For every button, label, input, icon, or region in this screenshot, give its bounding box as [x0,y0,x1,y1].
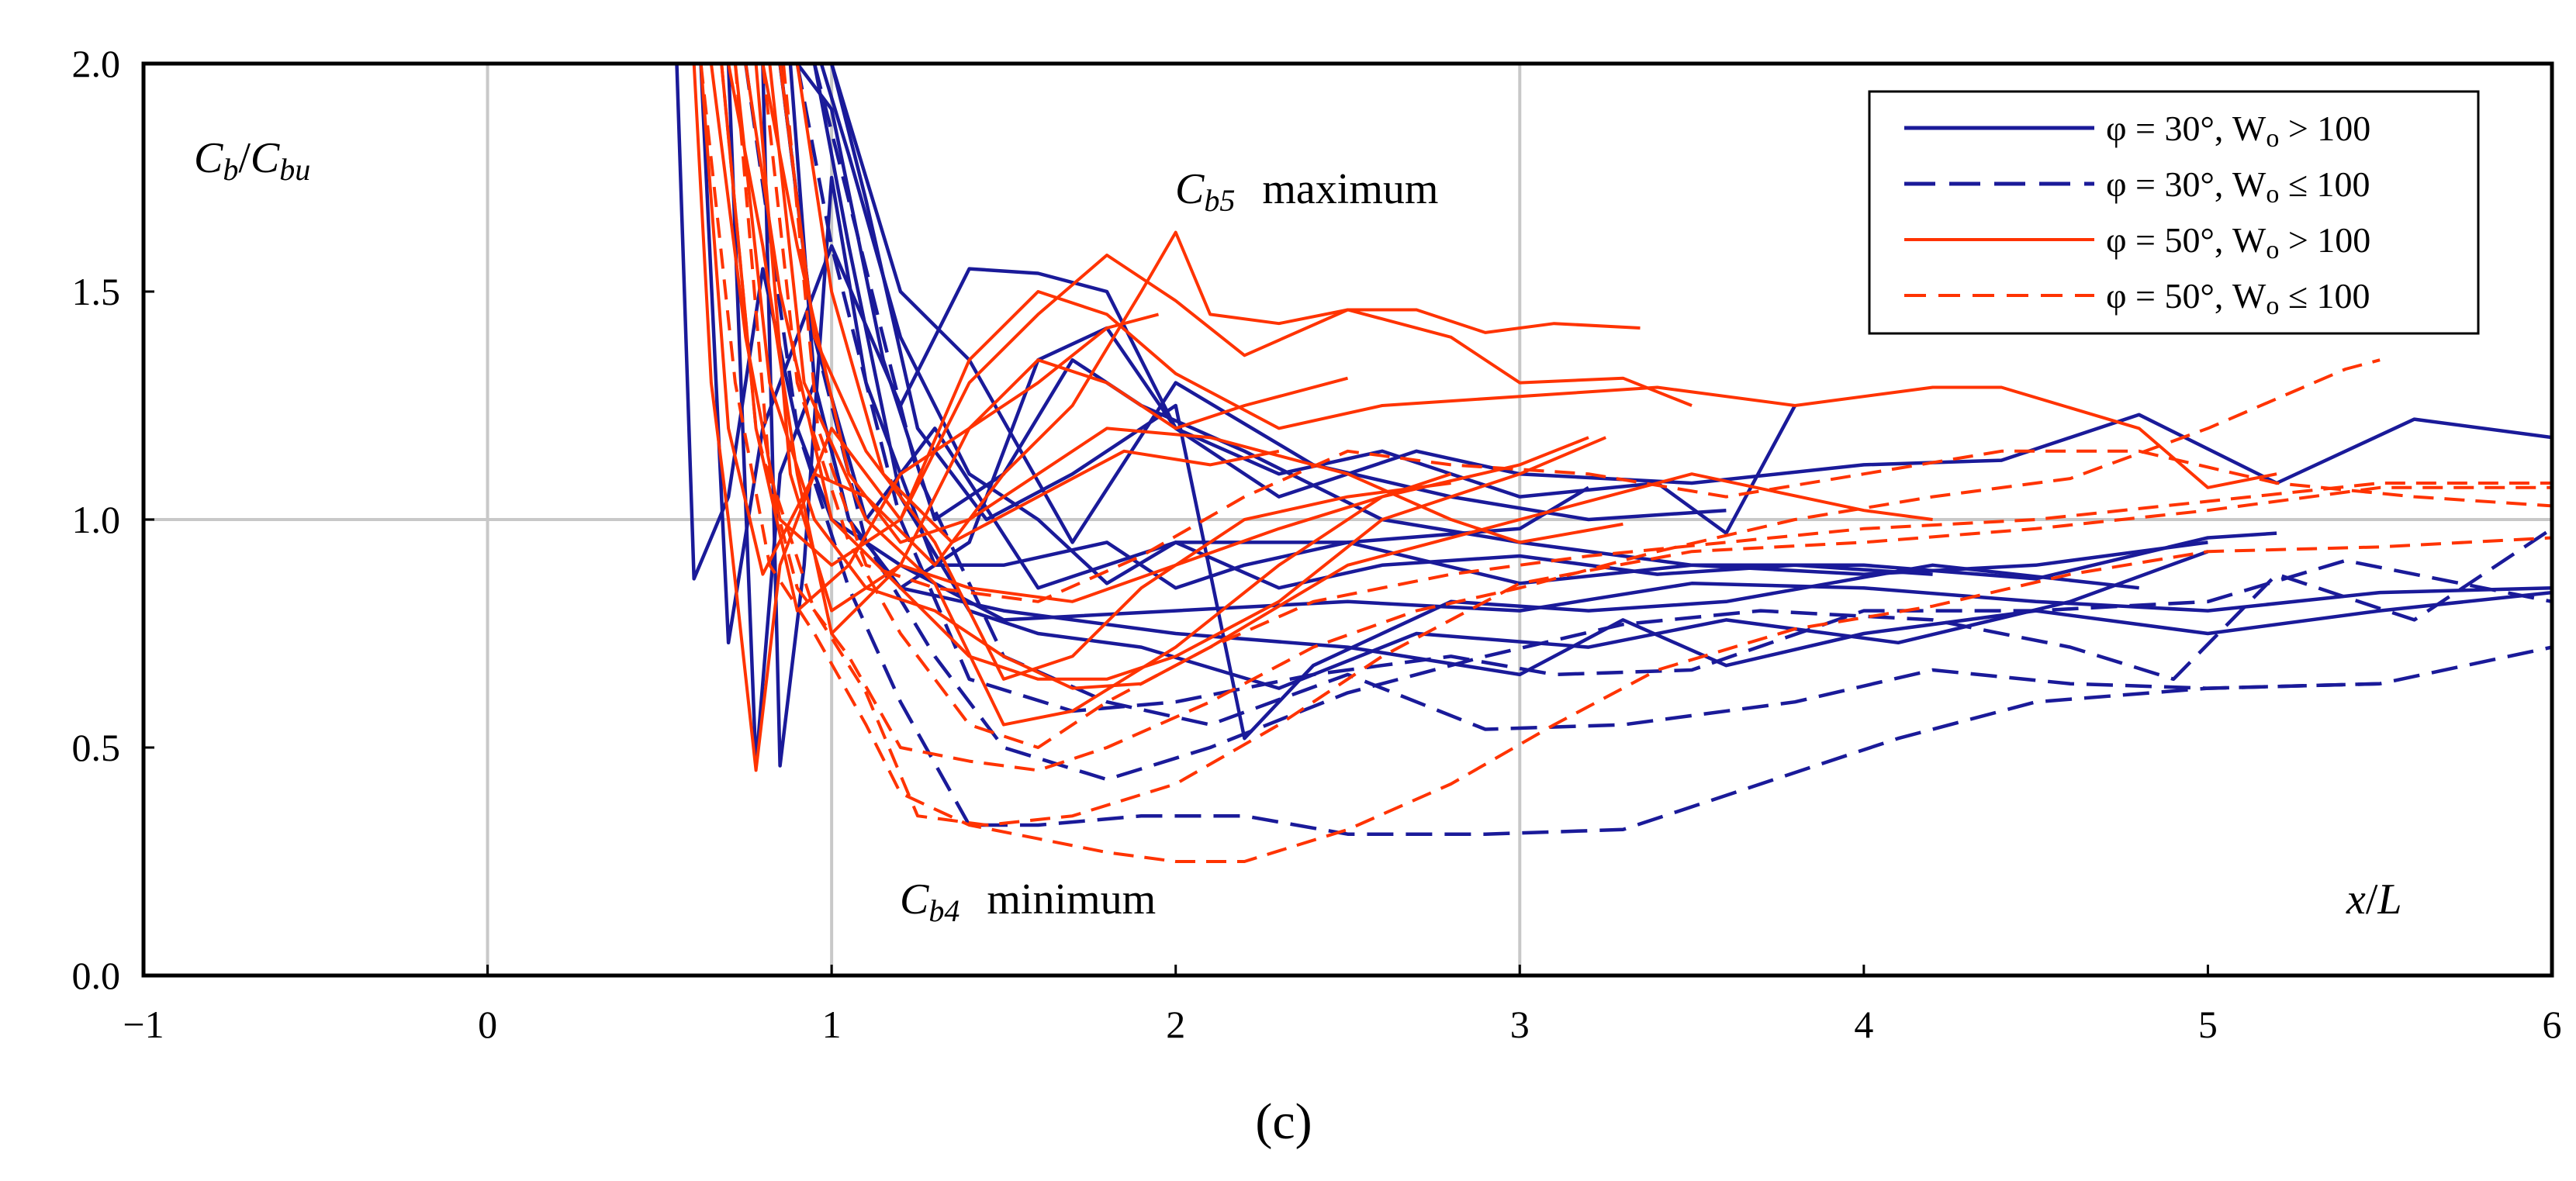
legend-label-1: φ = 30°, Wo > 100 [2106,109,2370,153]
y-tick-label-2: 1.0 [72,498,121,541]
x-tick-label-3: 2 [1166,1003,1185,1046]
panel-label: (c) [1255,1093,1312,1150]
x-tick-label-5: 4 [1854,1003,1873,1046]
annotation-cb4-minimum: Cb4 minimum [900,875,1156,928]
legend-label-2: φ = 30°, Wo ≤ 100 [2106,164,2370,209]
x-tick-label-4: 3 [1510,1003,1530,1046]
legend-label-4: φ = 50°, Wo ≤ 100 [2106,276,2370,320]
y-tick-label-0: 0.0 [72,954,121,997]
x-tick-label-2: 1 [822,1003,842,1046]
y-tick-label-3: 1.5 [72,270,121,313]
x-tick-label-7: 6 [2543,1003,2562,1046]
legend: φ = 30°, Wo > 100 φ = 30°, Wo ≤ 100 φ = … [1869,92,2478,333]
x-axis-label: x/L [2346,875,2402,924]
y-tick-label-1: 0.5 [72,726,121,769]
chart: −1 0 1 2 3 4 5 6 0.0 0.5 1.0 1.5 2.0 Cb/Cbu x/L Cb5… [0,0,2576,1181]
x-tick-label-6: 5 [2198,1003,2218,1046]
x-tick-label-1: 0 [478,1003,497,1046]
series-3-line-8 [756,64,1589,611]
annotation-cb5-maximum: Cb5 maximum [1175,165,1438,218]
legend-label-3: φ = 50°, Wo > 100 [2106,220,2370,264]
x-tick-label-0: −1 [123,1003,164,1046]
y-tick-label-4: 2.0 [72,42,121,85]
y-axis-label: Cb/Cbu [194,134,310,187]
